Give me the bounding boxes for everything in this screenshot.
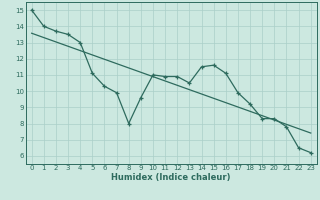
X-axis label: Humidex (Indice chaleur): Humidex (Indice chaleur) (111, 173, 231, 182)
